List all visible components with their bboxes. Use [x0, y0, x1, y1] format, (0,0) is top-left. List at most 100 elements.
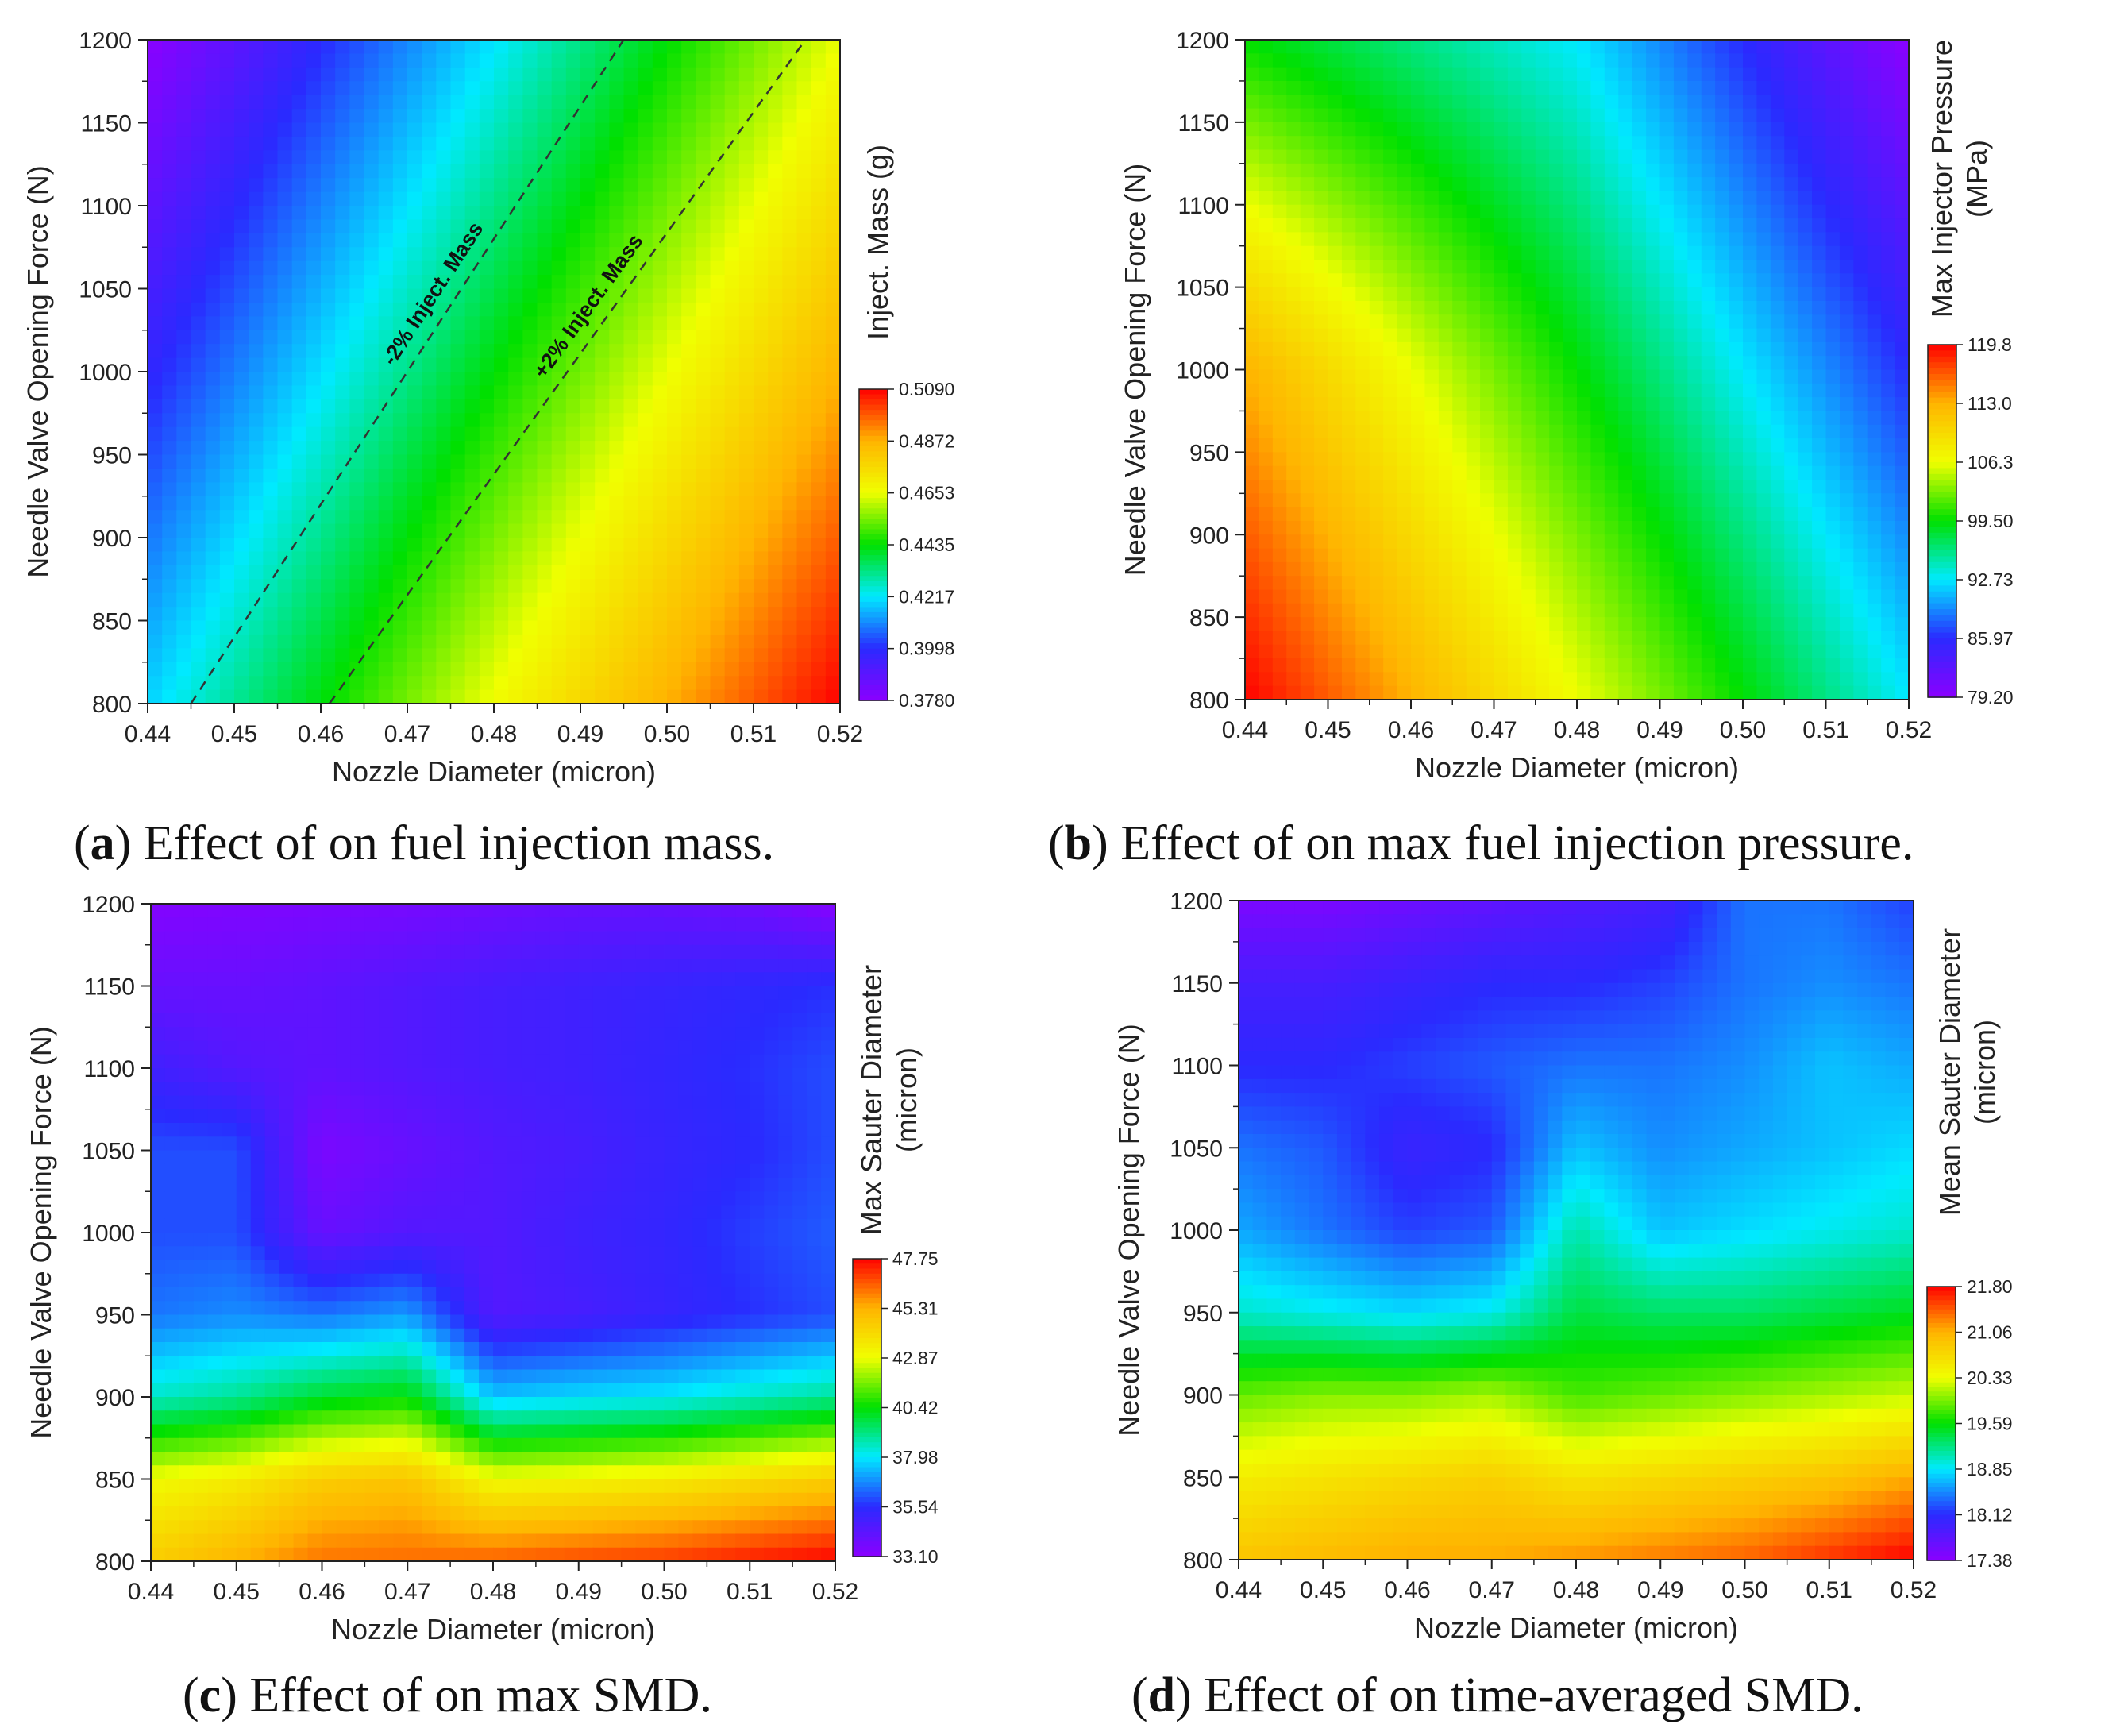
heatmap-cell [1383, 136, 1398, 151]
heatmap-cell [162, 67, 178, 83]
heatmap-cell [306, 206, 322, 221]
heatmap-cell [551, 150, 567, 165]
heatmap-cell [1825, 245, 1841, 260]
heatmap-cell [191, 482, 206, 497]
heatmap-cell [306, 219, 322, 234]
heatmap-cell [291, 579, 307, 594]
heatmap-cell [681, 302, 697, 318]
heatmap-cell [205, 330, 221, 345]
heatmap-cell [1563, 273, 1578, 288]
heatmap-cell [1895, 672, 1910, 687]
heatmap-cell [349, 53, 365, 68]
heatmap-cell [1272, 493, 1288, 508]
heatmap-cell [565, 468, 581, 484]
heatmap-cell [508, 454, 524, 469]
heatmap-cell [1743, 53, 1758, 68]
heatmap-cell [1424, 617, 1440, 632]
heatmap-cell [335, 206, 351, 221]
heatmap-cell [1438, 314, 1454, 330]
heatmap-cell [1245, 191, 1260, 206]
heatmap-cell [782, 206, 798, 221]
heatmap-cell [623, 219, 639, 234]
heatmap-cell [219, 330, 235, 345]
heatmap-cell [234, 164, 249, 179]
heatmap-cell [1397, 122, 1412, 137]
heatmap-cell [652, 206, 668, 221]
heatmap-cell [1673, 136, 1689, 151]
heatmap-cell [1770, 397, 1786, 412]
heatmap-cell [1245, 589, 1260, 604]
heatmap-cell [1659, 548, 1675, 563]
heatmap-cell [595, 551, 611, 566]
heatmap-cell [1590, 163, 1605, 178]
heatmap-cell [1507, 576, 1523, 591]
heatmap-cell [1411, 480, 1426, 495]
heatmap-cell [1300, 617, 1315, 632]
heatmap-cell [1881, 534, 1896, 550]
heatmap-cell [796, 357, 812, 372]
heatmap-cell [1604, 631, 1620, 646]
heatmap-cell [264, 931, 280, 946]
heatmap-cell [1535, 603, 1550, 618]
heatmap-cell [1798, 204, 1813, 219]
heatmap-cell [1687, 589, 1702, 604]
heatmap-cell [1480, 300, 1495, 316]
heatmap-cell [1770, 300, 1786, 316]
heatmap-cell [234, 426, 249, 442]
heatmap-cell [638, 178, 653, 193]
heatmap-cell [768, 150, 784, 165]
colorbar-swatch [1928, 492, 1956, 499]
heatmap-cell [1355, 232, 1370, 247]
heatmap-cell [796, 178, 812, 193]
heatmap-cell [349, 510, 365, 525]
colorbar-swatch [859, 695, 888, 701]
heatmap-cell [1618, 561, 1633, 577]
heatmap-cell [1494, 520, 1509, 536]
heatmap-cell [551, 219, 567, 234]
heatmap-cell [652, 122, 668, 137]
heatmap-cell [1355, 300, 1370, 316]
heatmap-cell [681, 510, 697, 525]
heatmap-cell [349, 247, 365, 262]
heatmap-cell [1729, 300, 1744, 316]
heatmap-cell [522, 592, 538, 608]
heatmap-cell [623, 426, 639, 442]
heatmap-cell [479, 551, 495, 566]
heatmap-cell [1272, 67, 1288, 82]
heatmap-cell [205, 191, 221, 206]
heatmap-cell [1438, 480, 1454, 495]
heatmap-cell [176, 275, 192, 290]
heatmap-cell [754, 136, 769, 152]
heatmap-cell [811, 538, 827, 553]
heatmap-cell [1895, 287, 1910, 302]
colorbar-swatch [859, 467, 888, 473]
heatmap-cell [1424, 95, 1440, 110]
heatmap-cell [1424, 548, 1440, 563]
heatmap-cell [1729, 108, 1744, 123]
heatmap-cell [148, 523, 163, 538]
heatmap-cell [796, 592, 812, 608]
heatmap-cell [1715, 548, 1730, 563]
heatmap-cell [1604, 260, 1620, 275]
heatmap-cell [148, 482, 163, 497]
heatmap-cell [407, 233, 422, 249]
heatmap-cell [565, 302, 581, 318]
heatmap-cell [580, 372, 596, 387]
heatmap-cell [1895, 644, 1910, 659]
heatmap-cell [1300, 260, 1315, 275]
heatmap-cell [1369, 685, 1384, 700]
heatmap-cell [1729, 218, 1744, 233]
heatmap-cell [219, 689, 235, 704]
heatmap-cell [1452, 108, 1467, 123]
heatmap-cell [1867, 204, 1882, 219]
heatmap-cell [1341, 685, 1357, 700]
heatmap-cell [306, 454, 322, 469]
heatmap-cell [1521, 561, 1536, 577]
heatmap-cell [1632, 328, 1647, 343]
heatmap-cell [754, 523, 769, 538]
heatmap-cell [1507, 218, 1523, 233]
heatmap-cell [1577, 480, 1592, 495]
heatmap-cell [1646, 287, 1661, 302]
heatmap-cell [1673, 273, 1689, 288]
heatmap-cell [234, 67, 249, 83]
